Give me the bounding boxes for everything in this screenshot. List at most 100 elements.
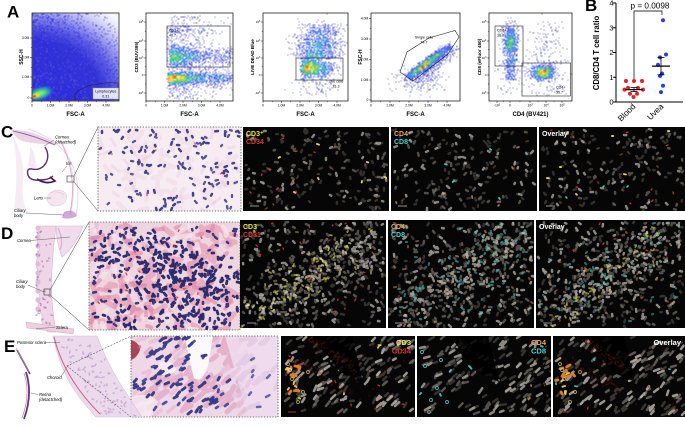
svg-text:CD4+: CD4+ xyxy=(556,86,565,90)
svg-text:0: 0 xyxy=(259,73,261,77)
svg-text:104: 104 xyxy=(482,39,487,43)
svg-text:2.0M: 2.0M xyxy=(179,103,187,107)
svg-text:CD4: CD4 xyxy=(391,224,405,231)
svg-text:CD34: CD34 xyxy=(392,347,412,356)
svg-text:36.8: 36.8 xyxy=(497,33,504,37)
svg-text:CD3: CD3 xyxy=(243,224,257,231)
svg-text:1.0M: 1.0M xyxy=(161,103,169,107)
svg-text:CD4⁺: CD4⁺ xyxy=(394,131,412,138)
svg-text:2.0M: 2.0M xyxy=(361,58,369,62)
svg-text:Ciliary: Ciliary xyxy=(16,279,29,284)
svg-text:Iris: Iris xyxy=(66,161,72,166)
svg-text:103: 103 xyxy=(256,56,261,60)
svg-text:0: 0 xyxy=(485,73,487,77)
svg-text:3.0M: 3.0M xyxy=(315,103,323,107)
svg-text:0: 0 xyxy=(31,103,33,107)
svg-text:0: 0 xyxy=(370,103,372,107)
svg-text:Single cells: Single cells xyxy=(415,36,433,40)
svg-text:FSC-A: FSC-A xyxy=(406,112,425,118)
svg-text:-103: -103 xyxy=(481,91,487,95)
svg-text:Cornea: Cornea xyxy=(17,238,31,243)
svg-text:4: 4 xyxy=(609,0,613,8)
svg-text:1.0M: 1.0M xyxy=(361,78,369,82)
svg-text:0: 0 xyxy=(145,103,147,107)
svg-text:4.0M: 4.0M xyxy=(102,103,110,107)
svg-text:Uvea: Uvea xyxy=(646,102,666,122)
svg-text:104: 104 xyxy=(139,39,144,43)
svg-text:Lymphocytes: Lymphocytes xyxy=(95,90,116,94)
svg-text:B: B xyxy=(585,0,597,15)
svg-text:CD8 (eFluor 450): CD8 (eFluor 450) xyxy=(477,38,482,75)
svg-text:2: 2 xyxy=(609,48,613,57)
svg-text:CD4: CD4 xyxy=(531,338,547,347)
svg-text:3.0M: 3.0M xyxy=(361,37,369,41)
svg-text:105: 105 xyxy=(256,20,261,24)
svg-text:Live cells: Live cells xyxy=(329,80,344,84)
svg-text:55.7: 55.7 xyxy=(556,90,563,94)
svg-text:CD3+: CD3+ xyxy=(169,29,178,33)
svg-text:A: A xyxy=(7,3,19,22)
svg-text:Retina: Retina xyxy=(39,392,52,397)
svg-text:105: 105 xyxy=(559,103,565,107)
svg-text:104: 104 xyxy=(256,39,261,43)
svg-text:body: body xyxy=(16,284,26,289)
svg-text:FSC-A: FSC-A xyxy=(180,112,199,118)
svg-text:CD4 (BV421): CD4 (BV421) xyxy=(512,112,548,118)
svg-text:3.0M: 3.0M xyxy=(84,103,92,107)
svg-text:3.0M: 3.0M xyxy=(424,103,432,107)
svg-text:Posterior sclera: Posterior sclera xyxy=(17,340,47,345)
svg-text:3: 3 xyxy=(609,23,613,32)
svg-text:Lens: Lens xyxy=(34,196,44,201)
svg-text:SSC-H: SSC-H xyxy=(19,49,25,65)
svg-text:Overlay: Overlay xyxy=(653,338,681,347)
svg-text:103: 103 xyxy=(482,56,487,60)
svg-text:0.31: 0.31 xyxy=(102,94,109,98)
svg-text:Ciliary: Ciliary xyxy=(14,208,27,213)
svg-text:CD8: CD8 xyxy=(391,232,405,239)
svg-text:1.0M: 1.0M xyxy=(386,103,394,107)
svg-text:CD3 (BUV395): CD3 (BUV395) xyxy=(134,41,139,72)
svg-text:0: 0 xyxy=(28,96,30,100)
svg-text:FSC-A: FSC-A xyxy=(296,112,315,118)
svg-text:D: D xyxy=(1,224,13,243)
svg-text:FSC-A: FSC-A xyxy=(66,112,85,118)
svg-text:Sclera: Sclera xyxy=(56,325,69,330)
svg-text:2.0M: 2.0M xyxy=(405,103,413,107)
svg-text:1.0M: 1.0M xyxy=(22,75,30,79)
svg-text:4.0M: 4.0M xyxy=(216,103,224,107)
svg-text:CD3: CD3 xyxy=(396,338,411,347)
svg-text:1.0M: 1.0M xyxy=(278,103,286,107)
svg-text:74.7: 74.7 xyxy=(421,40,428,44)
svg-text:CD8+: CD8+ xyxy=(497,29,506,33)
svg-text:0: 0 xyxy=(367,98,369,102)
svg-text:C: C xyxy=(1,123,13,142)
svg-text:FSC-H: FSC-H xyxy=(358,49,364,65)
svg-text:-103: -103 xyxy=(494,103,501,107)
svg-text:3.0M: 3.0M xyxy=(198,103,206,107)
svg-text:103: 103 xyxy=(527,103,533,107)
svg-text:0: 0 xyxy=(609,98,613,107)
svg-text:-103: -103 xyxy=(255,91,261,95)
svg-text:105: 105 xyxy=(482,20,487,24)
svg-text:2.0M: 2.0M xyxy=(296,103,304,107)
svg-text:2.0M: 2.0M xyxy=(65,103,73,107)
svg-text:Overlay: Overlay xyxy=(542,131,568,138)
svg-text:48.7: 48.7 xyxy=(169,33,176,37)
svg-text:E: E xyxy=(4,337,15,356)
svg-text:4.0M: 4.0M xyxy=(443,103,451,107)
svg-text:Choroid: Choroid xyxy=(47,375,62,380)
svg-text:(detactched): (detactched) xyxy=(39,397,63,402)
svg-text:0: 0 xyxy=(142,73,144,77)
svg-text:103: 103 xyxy=(139,56,144,60)
svg-text:-103: -103 xyxy=(138,91,144,95)
svg-text:(detatched): (detatched) xyxy=(55,140,77,145)
svg-text:71.3: 71.3 xyxy=(333,84,340,88)
svg-text:Overlay: Overlay xyxy=(539,224,565,231)
svg-text:CD3⁺: CD3⁺ xyxy=(246,131,264,138)
svg-text:0: 0 xyxy=(509,103,511,107)
svg-text:3.0M: 3.0M xyxy=(22,36,30,40)
svg-text:0: 0 xyxy=(262,103,264,107)
svg-text:4.0M: 4.0M xyxy=(333,103,341,107)
svg-text:body: body xyxy=(14,213,24,218)
svg-text:Blood: Blood xyxy=(616,102,637,123)
